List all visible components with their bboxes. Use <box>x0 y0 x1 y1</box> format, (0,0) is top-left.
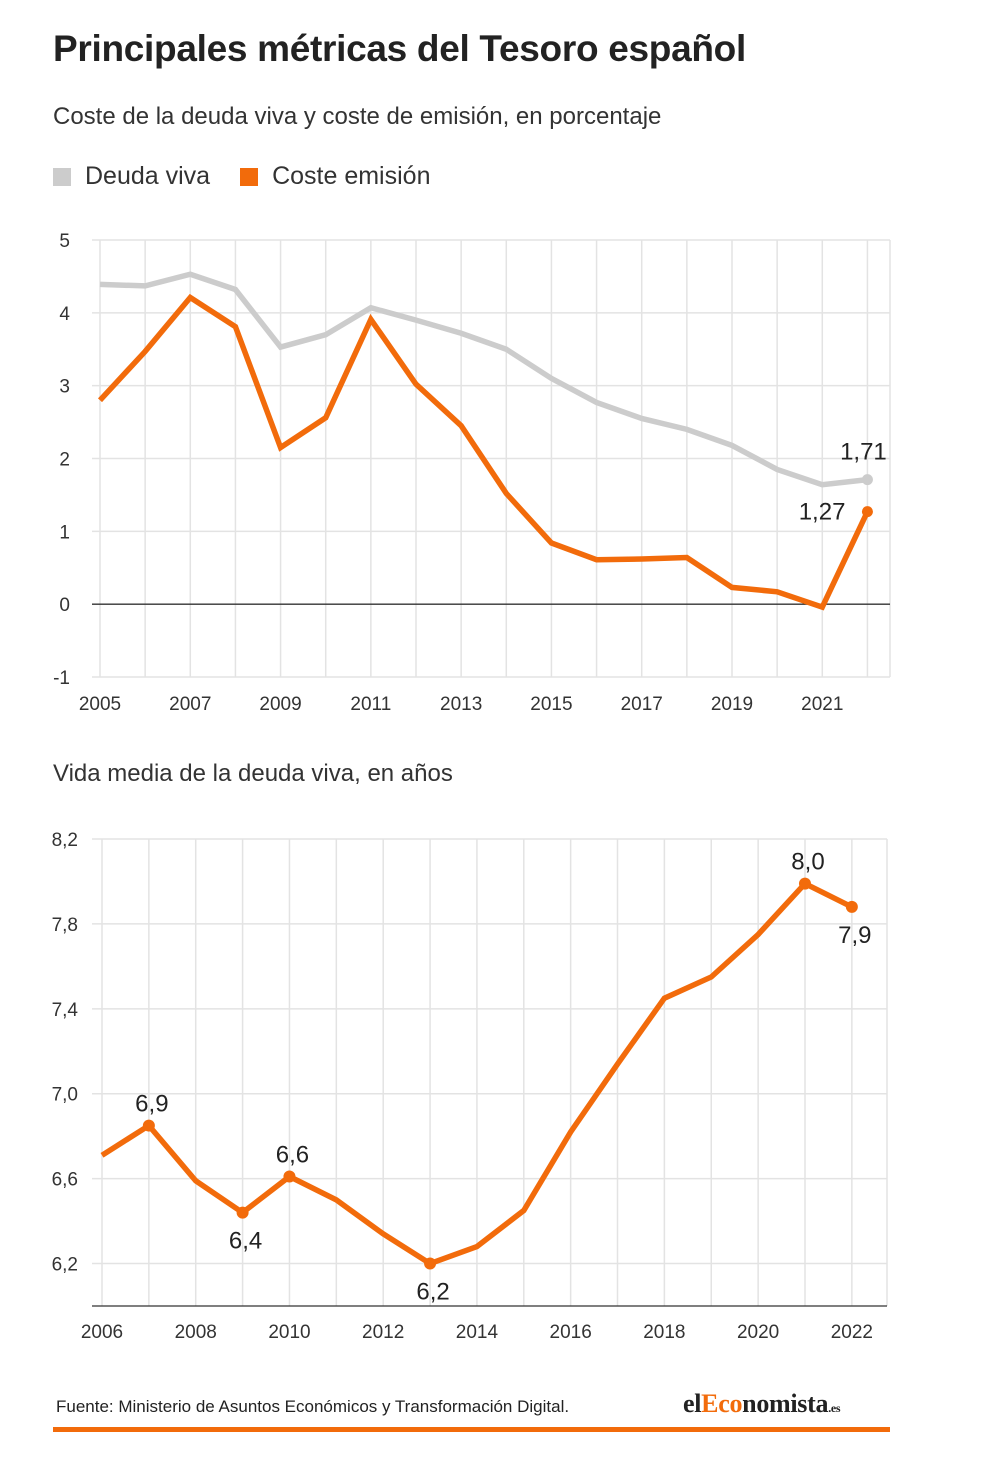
brand-main: nomista <box>742 1389 829 1418</box>
x-tick-label: 2016 <box>550 1322 592 1343</box>
x-tick-label: 2018 <box>643 1322 685 1343</box>
data-label-2013: 6,2 <box>416 1279 449 1306</box>
y-tick-label: 4 <box>59 304 70 325</box>
y-tick-label: 7,4 <box>52 1000 79 1021</box>
page-title: Principales métricas del Tesoro español <box>53 28 746 69</box>
brand-prefix: el <box>683 1389 702 1418</box>
data-label-2010: 6,6 <box>276 1142 309 1169</box>
x-tick-label: 2015 <box>530 694 572 715</box>
x-tick-label: 2012 <box>362 1322 404 1343</box>
x-tick-label: 2008 <box>175 1322 217 1343</box>
legend-label-deuda-viva: Deuda viva <box>85 162 211 190</box>
footer-source: Fuente: Ministerio de Asuntos Económicos… <box>56 1397 570 1416</box>
data-point-deuda-viva-2022 <box>861 474 873 486</box>
chart1-legend: Deuda viva Coste emisión <box>53 162 460 191</box>
chart-vida-media: 6,2 6,6 7,0 7,4 7,8 8,2 2006 2008 2010 2012 2014 20… <box>52 830 888 1343</box>
y-tick-label: 7,8 <box>52 915 78 936</box>
brand-accent: Eco <box>701 1389 743 1418</box>
brand-suffix: .es <box>828 1401 841 1415</box>
y-tick-label: 1 <box>59 522 70 543</box>
x-tick-label: 2011 <box>350 694 391 715</box>
x-tick-label: 2014 <box>456 1322 499 1343</box>
x-tick-label: 2009 <box>259 694 301 715</box>
x-tick-label: 2005 <box>79 694 121 715</box>
x-tick-label: 2010 <box>268 1322 310 1343</box>
x-tick-label: 2019 <box>711 694 753 715</box>
y-tick-label: -1 <box>53 668 70 689</box>
brand-logo: elEconomista.es <box>683 1389 841 1419</box>
x-tick-label: 2017 <box>621 694 663 715</box>
data-point-2010 <box>283 1170 296 1183</box>
series-line-coste-emision <box>97 293 870 611</box>
data-label-coste-emision: 1,27 <box>799 499 846 526</box>
x-tick-label: 2022 <box>831 1322 873 1343</box>
y-tick-label: 5 <box>59 231 70 252</box>
legend-swatch-deuda-viva <box>53 167 71 186</box>
y-tick-label: 6,2 <box>52 1255 78 1276</box>
y-tick-label: 6,6 <box>52 1170 78 1191</box>
y-tick-label: 7,0 <box>52 1085 78 1106</box>
data-point-2021 <box>798 877 811 890</box>
data-label-deuda-viva: 1,71 <box>840 439 887 466</box>
x-tick-label: 2013 <box>440 694 482 715</box>
data-label-2009: 6,4 <box>229 1228 262 1255</box>
x-tick-label: 2007 <box>169 694 211 715</box>
chart2-title: Vida media de la deuda viva, en años <box>53 760 453 787</box>
data-point-2013 <box>424 1257 437 1270</box>
chart-coste-deuda: -1 0 1 2 3 4 5 2005 2007 2009 2011 2013 2015 2017 2019… <box>53 231 891 715</box>
footer-rule <box>53 1427 890 1432</box>
legend-item-coste-emision: Coste emisión <box>240 162 430 191</box>
data-point-2007 <box>142 1119 155 1132</box>
x-tick-label: 2020 <box>737 1322 779 1343</box>
y-tick-label: 3 <box>59 377 70 398</box>
data-point-2022 <box>845 900 858 913</box>
series-line-vida-media <box>100 880 854 1267</box>
chart1-subtitle: Coste de la deuda viva y coste de emisió… <box>53 103 662 130</box>
data-point-2009 <box>236 1206 249 1219</box>
series-line-deuda-viva <box>99 271 868 488</box>
x-tick-label: 2021 <box>801 694 843 715</box>
x-tick-label: 2006 <box>81 1322 123 1343</box>
legend-swatch-coste-emision <box>240 167 259 186</box>
y-tick-label: 2 <box>59 450 70 471</box>
data-point-coste-emision-2022 <box>861 506 873 518</box>
data-label-2007: 6,9 <box>135 1091 168 1118</box>
data-label-2021: 8,0 <box>791 849 824 876</box>
legend-label-coste-emision: Coste emisión <box>272 162 431 190</box>
data-label-2022: 7,9 <box>838 922 871 949</box>
y-tick-label: 0 <box>59 595 70 616</box>
legend-item-deuda-viva: Deuda viva <box>53 162 210 191</box>
y-tick-label: 8,2 <box>52 830 78 851</box>
